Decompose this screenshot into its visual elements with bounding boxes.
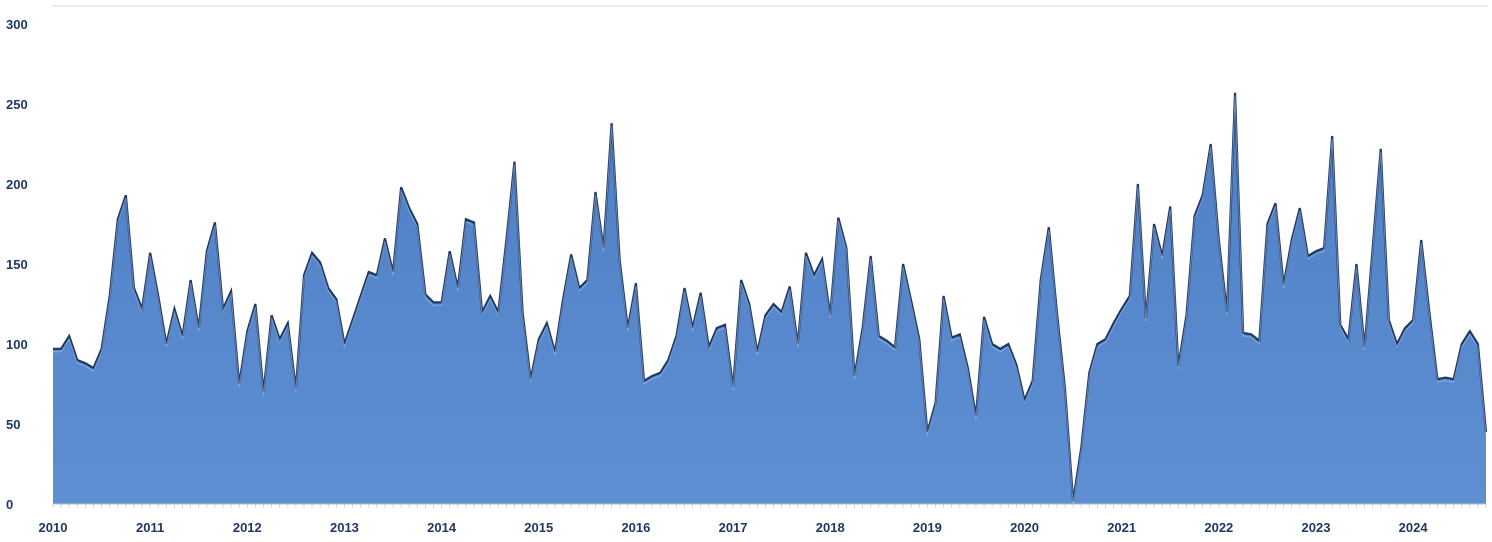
y-axis: 0 50 100 150 200 250 300: [6, 17, 28, 512]
x-tick-label: 2017: [719, 520, 748, 535]
x-tick-label: 2011: [136, 520, 164, 535]
x-tick-label: 2023: [1302, 520, 1331, 535]
y-tick-label: 200: [6, 177, 28, 192]
area-highlight: [53, 95, 1487, 504]
x-tick-label: 2015: [524, 520, 553, 535]
x-tick-label: 2013: [330, 520, 359, 535]
x-tick-label: 2019: [913, 520, 942, 535]
x-axis: 2010 2011 2012 2013 2014 2015 2016 2017 2018 2019…: [39, 503, 1487, 535]
x-tick-label: 2022: [1204, 520, 1233, 535]
x-tick-label: 2016: [621, 520, 650, 535]
y-tick-label: 150: [6, 257, 28, 272]
x-tick-label: 2010: [39, 520, 68, 535]
y-tick-label: 0: [6, 497, 13, 512]
y-tick-label: 250: [6, 97, 28, 112]
x-tick-label: 2018: [816, 520, 845, 535]
area-fill: [53, 92, 1486, 505]
y-tick-label: 50: [6, 417, 20, 432]
y-tick-label: 300: [6, 17, 28, 32]
x-tick-label: 2020: [1010, 520, 1039, 535]
y-tick-label: 100: [6, 337, 28, 352]
x-tick-label: 2012: [233, 520, 262, 535]
x-tick-label: 2021: [1107, 520, 1136, 535]
x-tick-label: 2024: [1399, 520, 1429, 535]
area-series: [53, 92, 1488, 505]
x-tick-label: 2014: [427, 520, 457, 535]
